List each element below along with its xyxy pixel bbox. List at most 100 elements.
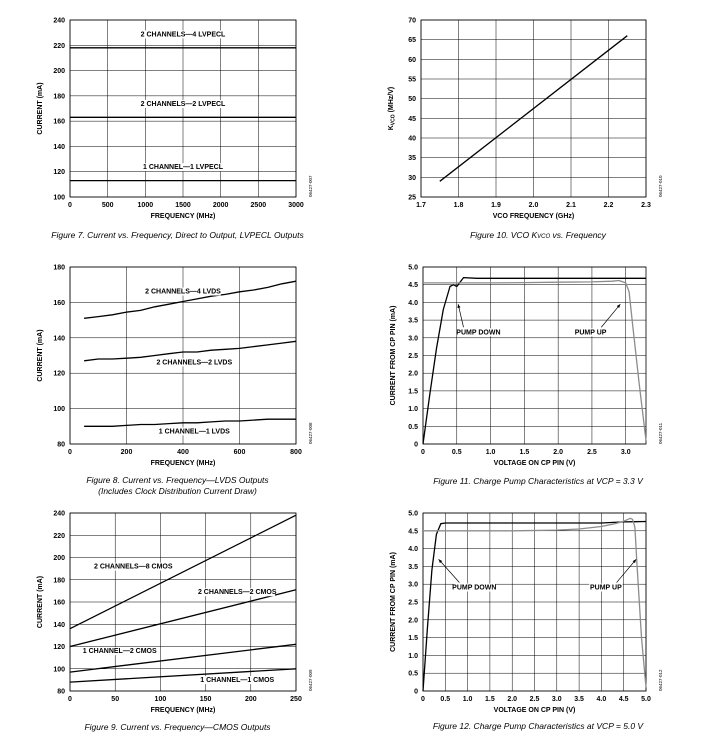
y-tick-label: 140 [53, 144, 65, 151]
series-line [84, 340, 297, 362]
series-label: 2 CHANNELS—2 LVPECL [141, 101, 226, 108]
chart-panel-fig7: 0 500 1000 1500 2000 2500 3000 100 120 140 160 180 2… [0, 0, 355, 250]
y-tick-label: 4.0 [408, 546, 418, 553]
chart-caption: Figure 8. Current vs. Frequency—LVDS Out… [86, 475, 269, 485]
plot-frame [422, 266, 647, 445]
y-tick-label: 3.0 [408, 582, 418, 589]
y-tick-label: 2.0 [408, 371, 418, 378]
figure-code: 06427-010 [658, 175, 663, 197]
figure-code: 06427-007 [308, 175, 313, 197]
y-axis-label: CURRENT FROM CP PIN (mA) [390, 552, 397, 652]
series-label-bg [95, 562, 171, 571]
y-tick-label: 5.0 [408, 511, 418, 518]
x-tick-label: 2.5 [530, 696, 540, 703]
y-tick-label: 1.0 [408, 653, 418, 660]
x-axis-label: VOLTAGE ON CP PIN (V) [494, 707, 576, 714]
series-line [422, 276, 646, 445]
y-tick-label: 1.0 [408, 406, 418, 413]
annotation-arrow [601, 303, 621, 328]
chart-svg-fig7: 0 500 1000 1500 2000 2500 3000 100 120 140 160 180 2… [37, 18, 313, 221]
x-axis-label: FREQUENCY (MHz) [151, 213, 216, 220]
y-tick-label: 2.5 [408, 600, 418, 607]
chart-svg-fig12: 0 0.5 1.0 1.5 2.0 2.5 3.0 3.5 4.0 4.5 5.0 0 0.5 1.0 1.… [390, 511, 663, 715]
y-tick-label: 240 [53, 18, 65, 25]
x-tick-label: 2000 [213, 202, 229, 209]
annotation-arrow [438, 559, 460, 583]
annotation-arrow [457, 304, 464, 328]
plot-frame [422, 512, 647, 692]
x-tick-label: 1.5 [485, 696, 495, 703]
chart-caption: Figure 10. VCO KVCO vs. Frequency [355, 230, 721, 240]
x-tick-label: 2.2 [604, 202, 614, 209]
x-tick-label: 1.8 [454, 202, 464, 209]
x-tick-label: 1.7 [416, 202, 426, 209]
series-line [423, 517, 647, 688]
series-label-bg [141, 99, 225, 108]
series-line [439, 35, 628, 182]
series-label-bg [199, 588, 275, 597]
series-label: 2 CHANNELS—4 LVPECL [141, 31, 226, 38]
x-tick-label: 250 [290, 696, 302, 703]
annotation-bg [573, 328, 608, 337]
x-tick-label: 1.0 [463, 696, 473, 703]
series-line [69, 643, 297, 673]
annotation-arrowhead [457, 304, 461, 309]
y-tick-label: 3.5 [408, 564, 418, 571]
series-label: 1 CHANNEL—2 CMOS [83, 648, 157, 655]
chart-panel-fig12: 0 0.5 1.0 1.5 2.0 2.5 3.0 3.5 4.0 4.5 5.0 0 0.5 1.0 1.… [355, 502, 721, 752]
y-axis-label-part: (MHz/V) [388, 87, 395, 115]
y-tick-label: 160 [53, 119, 65, 126]
y-tick-label: 80 [57, 689, 65, 696]
chart-subtitle: (Includes Clock Distribution Current Dra… [98, 486, 257, 496]
y-tick-label: 70 [408, 18, 416, 25]
x-tick-label: 0 [68, 696, 72, 703]
y-tick-label: 220 [53, 533, 65, 540]
y-tick-label: 240 [53, 511, 65, 518]
series-line [84, 418, 296, 427]
chart-panel-fig9: 0 50 100 150 200 250 80 100 120 140 160 180 200 220 24… [0, 502, 355, 752]
y-axis-label-part: VCO [391, 114, 397, 125]
series-label-bg [156, 358, 232, 367]
y-tick-label: 25 [408, 195, 416, 202]
x-tick-label: 0 [421, 696, 425, 703]
x-axis-label: FREQUENCY (MHz) [151, 707, 216, 714]
y-tick-label: 0 [414, 442, 418, 449]
x-tick-label: 3000 [288, 202, 304, 209]
x-tick-label: 800 [290, 449, 302, 456]
x-axis-label: FREQUENCY (MHz) [151, 460, 216, 467]
x-tick-label: 1500 [175, 202, 191, 209]
y-tick-label: 4.5 [408, 282, 418, 289]
x-tick-label: 4.0 [597, 696, 607, 703]
y-tick-label: 140 [53, 622, 65, 629]
series-label: 1 CHANNEL—1 LVDS [159, 428, 230, 435]
series-line [69, 668, 297, 683]
y-tick-label: 120 [53, 371, 65, 378]
x-tick-label: 2.1 [566, 202, 576, 209]
annotation-label: PUMP UP [590, 585, 622, 592]
series-label-bg [158, 427, 230, 436]
y-tick-label: 200 [53, 555, 65, 562]
annotation-label: PUMP DOWN [456, 329, 500, 336]
plot-frame [69, 19, 297, 198]
x-tick-label: 500 [102, 202, 114, 209]
caption-part: VCO [537, 234, 551, 240]
y-tick-label: 140 [53, 335, 65, 342]
chart-svg-fig8: 0 200 400 600 800 80 100 120 140 160 180 FREQUENCY … [37, 265, 313, 468]
plot-frame [420, 19, 647, 198]
y-tick-label: 100 [53, 406, 65, 413]
y-axis-label: KVCO (MHz/V) [388, 87, 397, 131]
annotation-arrowhead [616, 304, 621, 309]
y-tick-label: 1.5 [408, 388, 418, 395]
x-tick-label: 0 [421, 449, 425, 456]
series-label-bg [84, 647, 156, 656]
series-label-bg [145, 287, 221, 296]
chart-caption: Figure 7. Current vs. Frequency, Direct … [51, 230, 304, 240]
x-tick-label: 2.0 [529, 202, 539, 209]
x-tick-label: 2500 [251, 202, 267, 209]
y-axis-label: CURRENT (mA) [37, 576, 44, 628]
annotation-arrowhead [632, 559, 637, 564]
y-tick-label: 40 [408, 136, 416, 143]
figure-code: 06427-008 [308, 422, 313, 444]
x-tick-label: 200 [245, 696, 257, 703]
x-tick-label: 2.0 [553, 449, 563, 456]
